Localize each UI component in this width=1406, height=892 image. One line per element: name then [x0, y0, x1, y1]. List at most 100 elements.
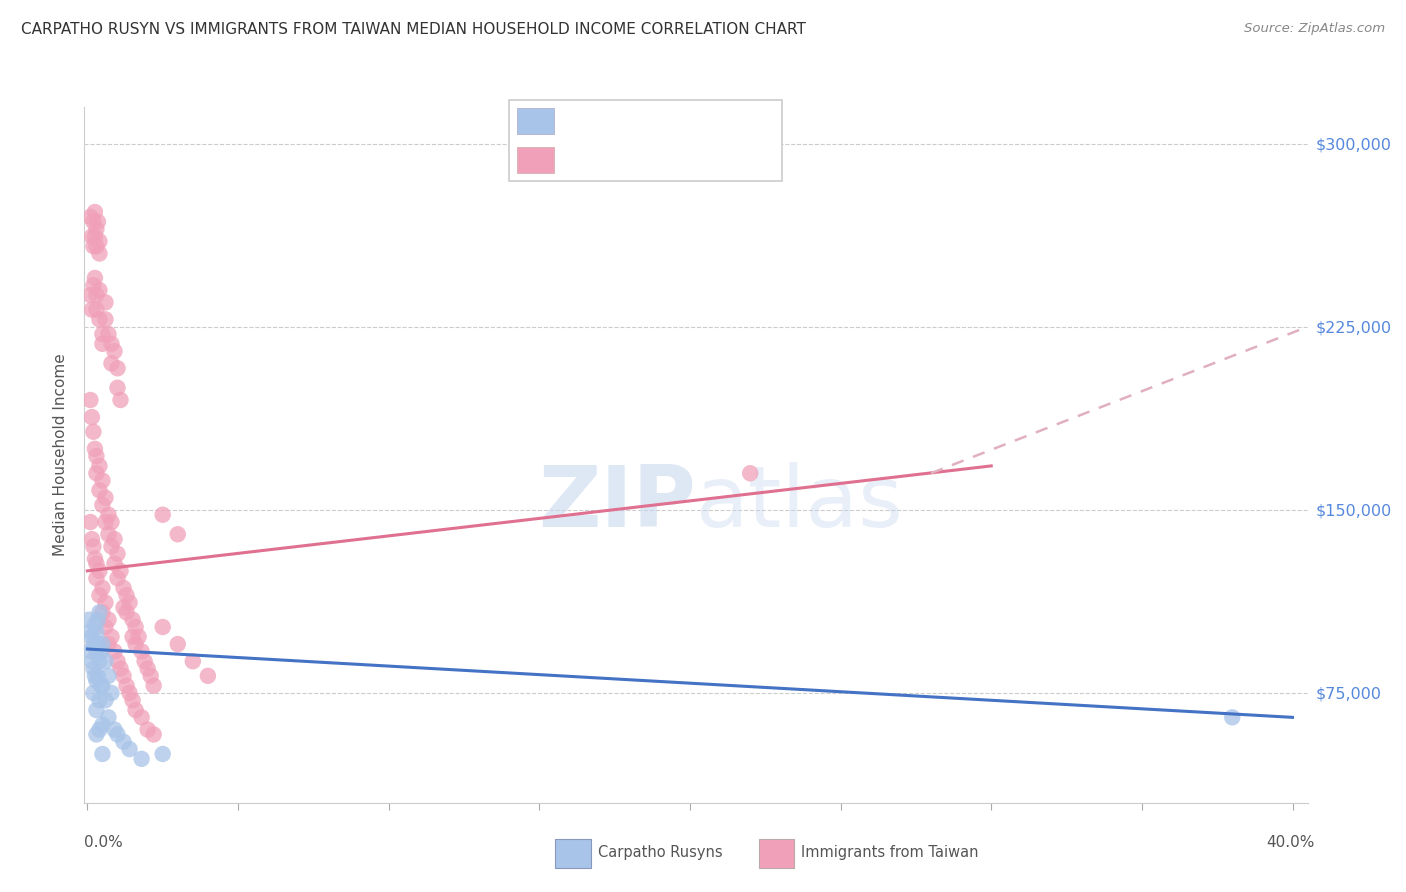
Point [181, 654, 204, 668]
Point [79, 624, 101, 639]
Point [131, 752, 153, 766]
Point [121, 630, 143, 644]
Text: N =: N = [675, 153, 704, 168]
Point [80, 302, 103, 317]
Point [152, 747, 174, 761]
Point [100, 515, 122, 529]
FancyBboxPatch shape [517, 108, 554, 134]
Point [97, 327, 120, 342]
Point [82, 239, 104, 253]
Point [82, 425, 104, 439]
Text: 96: 96 [714, 153, 737, 168]
Point [94, 693, 117, 707]
Point [110, 564, 132, 578]
Point [89, 606, 111, 620]
Point [86, 557, 108, 571]
Point [107, 654, 129, 668]
Point [80, 630, 103, 644]
Point [142, 727, 165, 741]
Point [110, 392, 132, 407]
Point [89, 458, 111, 473]
Point [107, 381, 129, 395]
Point [94, 654, 117, 668]
Point [124, 637, 146, 651]
Point [100, 686, 122, 700]
Point [107, 361, 129, 376]
Point [124, 620, 146, 634]
Point [77, 613, 100, 627]
Point [740, 467, 762, 481]
Point [86, 467, 108, 481]
Text: R =: R = [565, 113, 593, 128]
Point [79, 392, 101, 407]
Text: N =: N = [675, 113, 704, 128]
Point [89, 235, 111, 249]
Point [103, 344, 125, 359]
Point [103, 723, 125, 737]
Point [128, 630, 150, 644]
Point [166, 637, 188, 651]
Point [84, 617, 107, 632]
Point [89, 283, 111, 297]
Point [84, 205, 107, 219]
Point [82, 686, 104, 700]
Point [166, 527, 188, 541]
Point [84, 271, 107, 285]
Point [112, 669, 135, 683]
Text: atlas: atlas [696, 462, 904, 545]
Point [94, 491, 117, 505]
Point [79, 644, 101, 658]
Point [97, 508, 120, 522]
Point [100, 336, 122, 351]
Point [84, 669, 107, 683]
Point [86, 222, 108, 236]
Point [107, 727, 129, 741]
Point [82, 637, 104, 651]
Point [86, 288, 108, 302]
Point [89, 312, 111, 326]
Point [94, 596, 117, 610]
Point [90, 679, 112, 693]
Point [97, 527, 120, 541]
Point [139, 669, 162, 683]
Point [107, 571, 129, 585]
Point [152, 620, 174, 634]
Point [86, 703, 108, 717]
Point [80, 410, 103, 425]
Point [115, 679, 138, 693]
Point [115, 588, 138, 602]
Point [86, 673, 108, 688]
Point [80, 229, 103, 244]
Point [89, 564, 111, 578]
Point [97, 669, 120, 683]
Point [103, 557, 125, 571]
Point [152, 508, 174, 522]
Point [80, 654, 103, 668]
Text: 40.0%: 40.0% [1267, 836, 1315, 850]
Point [97, 637, 120, 651]
Y-axis label: Median Household Income: Median Household Income [53, 353, 69, 557]
Point [89, 654, 111, 668]
Point [112, 735, 135, 749]
Point [91, 327, 114, 342]
Point [103, 532, 125, 546]
Point [86, 571, 108, 585]
Point [124, 703, 146, 717]
Point [91, 717, 114, 731]
FancyBboxPatch shape [509, 100, 782, 181]
Point [89, 693, 111, 707]
Point [121, 613, 143, 627]
Point [94, 295, 117, 310]
Point [89, 483, 111, 498]
Point [87, 613, 110, 627]
Point [91, 474, 114, 488]
Point [118, 742, 141, 756]
Point [84, 442, 107, 456]
Point [91, 581, 114, 595]
Text: R =: R = [565, 153, 593, 168]
Point [79, 210, 101, 224]
Point [86, 624, 108, 639]
Point [89, 723, 111, 737]
Point [91, 498, 114, 512]
Point [84, 637, 107, 651]
